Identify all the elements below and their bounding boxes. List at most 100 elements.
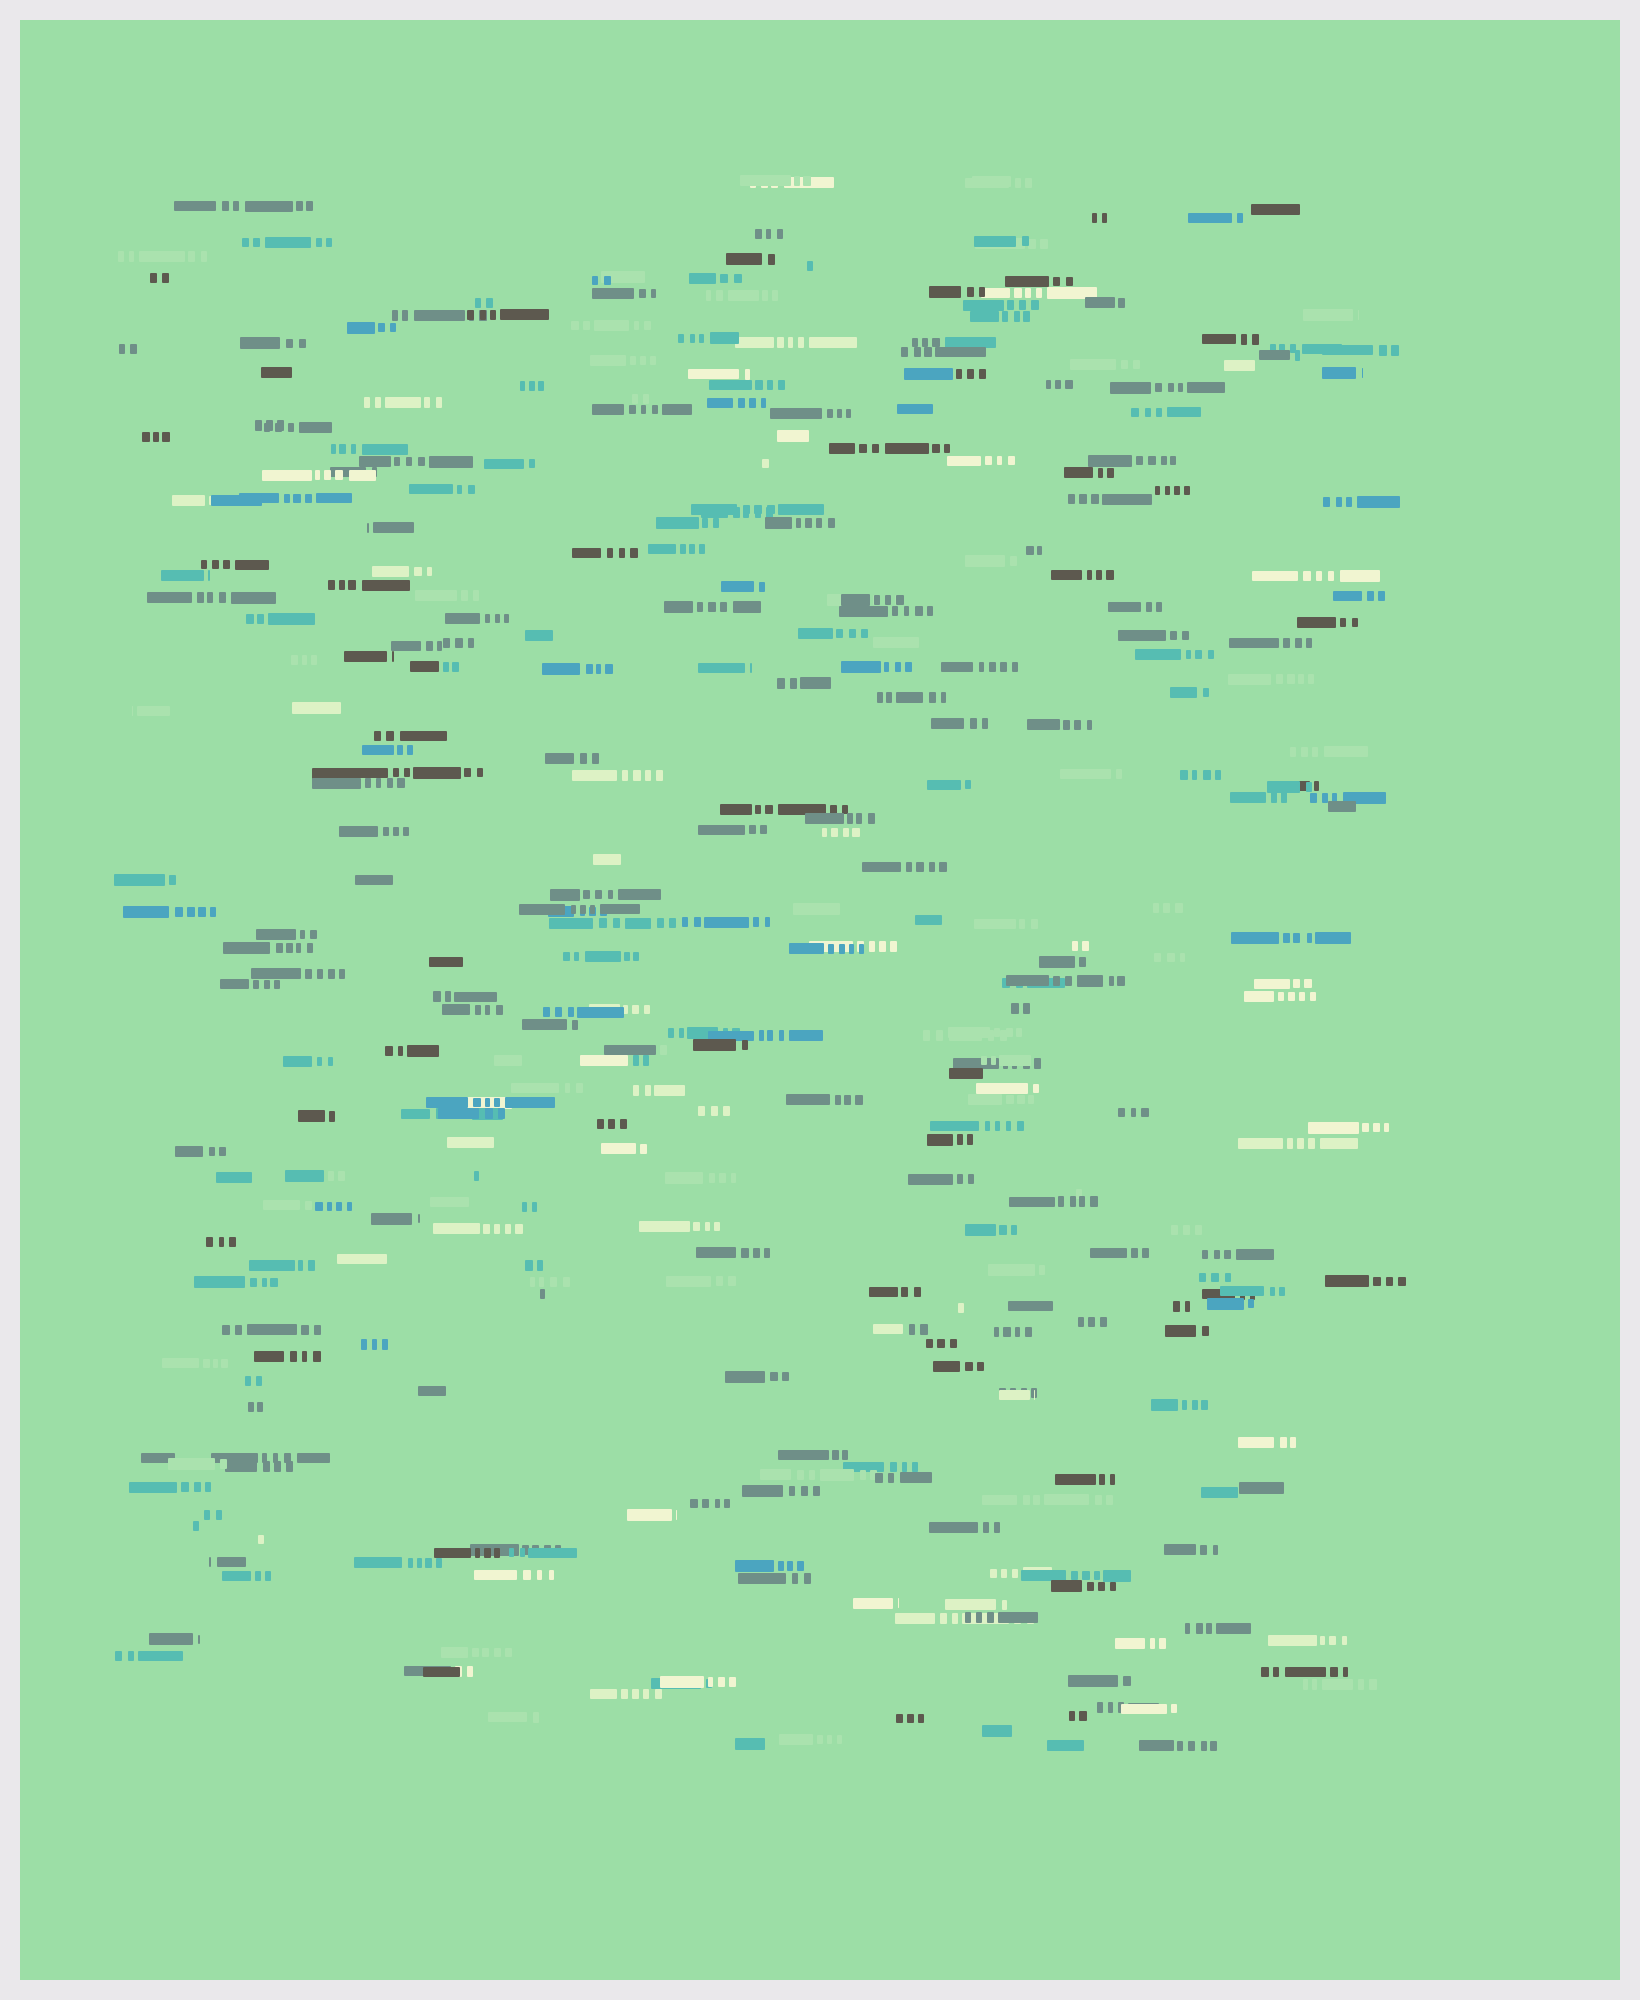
text-block-mark: [809, 1469, 816, 1481]
text-block-mark: [1097, 1581, 1105, 1591]
text-block-mark: [591, 403, 625, 415]
text-block-mark: [299, 338, 306, 348]
text-block-mark: [734, 273, 742, 284]
text-block-mark: [661, 403, 693, 415]
text-block-mark: [228, 1236, 236, 1248]
text-block-mark: [690, 1498, 699, 1509]
text-block-mark: [306, 942, 313, 953]
text-block-mark: [623, 1004, 629, 1014]
text-block-mark: [444, 991, 451, 1003]
text-block-mark: [1279, 344, 1286, 354]
text-block-mark: [734, 336, 774, 349]
text-block-mark: [664, 600, 693, 613]
text-block-mark: [172, 494, 206, 507]
text-block-mark: [689, 544, 695, 554]
text-block-mark: [1240, 333, 1247, 345]
text-block-mark: [390, 323, 397, 333]
text-block-mark: [468, 484, 475, 494]
text-block-mark: [655, 516, 699, 529]
text-block-mark: [600, 1143, 636, 1154]
text-block-mark: [141, 1452, 175, 1463]
text-block-mark: [1076, 975, 1103, 987]
text-block-mark: [1063, 719, 1071, 731]
text-block-mark: [872, 637, 919, 648]
text-block-mark: [723, 1498, 730, 1509]
text-block-mark: [965, 1361, 973, 1371]
text-block-mark: [1308, 1138, 1315, 1149]
text-block-mark: [221, 1358, 228, 1368]
text-block-mark: [778, 1030, 785, 1041]
text-block-mark: [485, 1004, 491, 1015]
text-block-mark: [976, 1612, 983, 1623]
text-block-mark: [239, 337, 280, 349]
text-block-mark: [473, 1170, 480, 1182]
text-block-mark: [1133, 359, 1140, 369]
text-block-mark: [896, 691, 924, 704]
text-block-mark: [114, 1650, 122, 1662]
text-block-mark: [1014, 178, 1021, 189]
text-block-mark: [302, 654, 308, 666]
text-block-mark: [841, 594, 871, 607]
text-block-mark: [844, 1094, 852, 1105]
text-block-mark: [1191, 769, 1198, 780]
text-block-mark: [1170, 456, 1177, 466]
text-block-mark: [1095, 570, 1103, 581]
text-block-mark: [1036, 287, 1043, 298]
text-block-mark: [306, 201, 314, 212]
text-block-mark: [608, 1119, 615, 1129]
text-block-mark: [1198, 1273, 1206, 1283]
text-block-mark: [464, 768, 472, 778]
text-block-mark: [842, 804, 848, 815]
text-block-mark: [605, 664, 613, 675]
text-block-mark: [580, 1055, 628, 1066]
text-block-mark: [401, 310, 409, 321]
text-block-mark: [493, 1055, 523, 1066]
text-block-mark: [519, 903, 565, 915]
text-block-mark: [194, 1276, 246, 1289]
text-block-mark: [976, 1361, 985, 1371]
text-block-mark: [841, 661, 881, 673]
text-block-mark: [1377, 590, 1385, 601]
text-block-mark: [651, 404, 659, 414]
text-block-mark: [1301, 746, 1308, 758]
text-block-mark: [537, 1260, 543, 1271]
text-block-mark: [741, 1040, 749, 1050]
text-block-mark: [564, 1083, 571, 1094]
text-block-mark: [1308, 674, 1315, 685]
text-block-mark: [790, 677, 797, 689]
text-block-mark: [1184, 1301, 1190, 1312]
text-block-mark: [128, 251, 135, 262]
text-block-mark: [1269, 344, 1276, 354]
text-block-mark: [218, 1236, 225, 1248]
text-block-mark: [1098, 467, 1104, 479]
text-block-mark: [1033, 1494, 1040, 1505]
text-block-mark: [197, 592, 204, 604]
text-block-mark: [1115, 768, 1122, 779]
text-block-mark: [842, 1449, 849, 1460]
text-block-mark: [889, 1461, 898, 1473]
text-block-mark: [127, 1650, 135, 1662]
text-block-mark: [816, 1734, 823, 1745]
text-block-mark: [957, 1303, 965, 1314]
text-block-mark: [1117, 976, 1125, 986]
text-block-mark: [758, 1030, 764, 1041]
text-block-mark: [1322, 344, 1374, 356]
text-block-mark: [1155, 407, 1162, 418]
text-block-mark: [1202, 687, 1209, 697]
text-block-mark: [1310, 991, 1317, 1002]
text-block-mark: [915, 915, 943, 926]
text-block-mark: [482, 1647, 489, 1657]
text-block-mark: [272, 1452, 279, 1464]
text-block-mark: [316, 237, 322, 248]
text-block-mark: [1171, 1704, 1178, 1714]
text-block-mark: [725, 253, 763, 266]
text-block-mark: [921, 337, 929, 348]
text-block-mark: [1033, 1058, 1042, 1069]
text-block-mark: [1108, 976, 1114, 986]
text-block-mark: [759, 825, 767, 835]
text-block-mark: [681, 917, 688, 928]
text-block-mark: [1135, 456, 1144, 466]
text-block-mark: [585, 664, 593, 675]
text-block-mark: [1089, 1196, 1098, 1208]
text-block-mark: [1022, 236, 1029, 246]
